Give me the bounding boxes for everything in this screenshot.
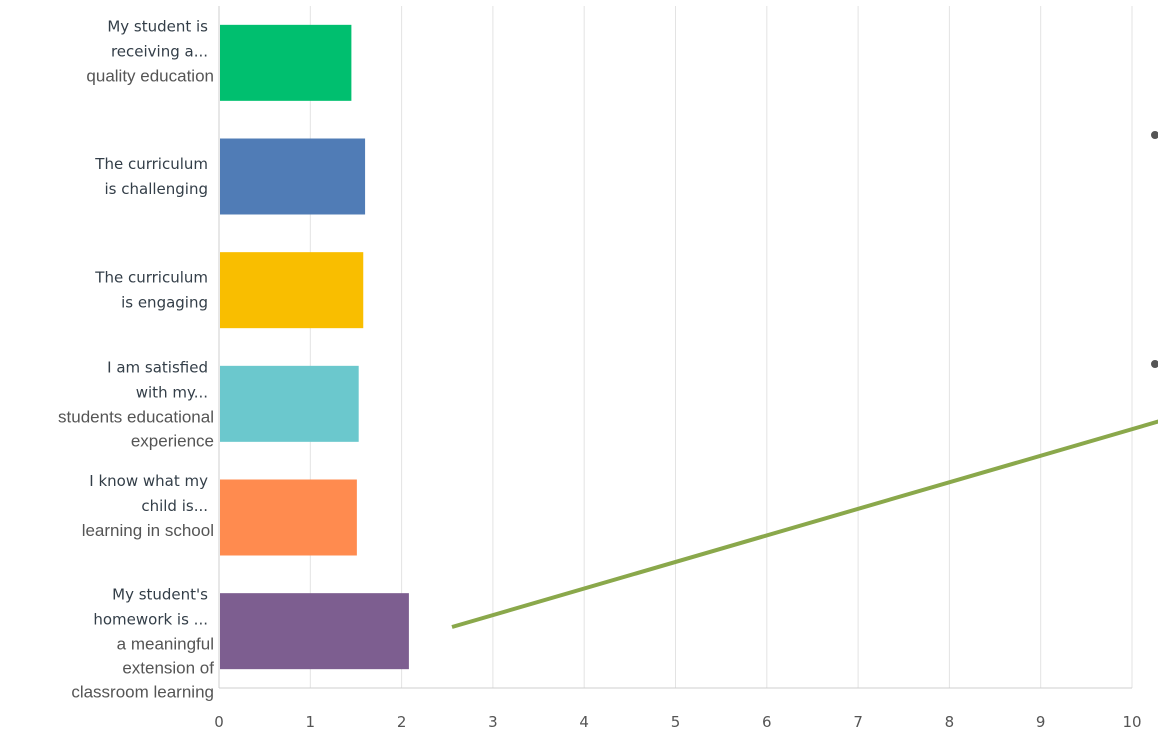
x-tick-label-1: 1 xyxy=(306,713,316,731)
category-fulltext-5-line-0: a meaningful xyxy=(117,635,214,654)
x-tick-label-4: 4 xyxy=(579,713,589,731)
bars xyxy=(220,24,409,670)
category-fulltext-3-line-1: experience xyxy=(131,431,214,450)
category-label-1-line-1: is challenging xyxy=(105,180,208,198)
bar-4 xyxy=(220,479,357,556)
category-label-0-line-0: My student is xyxy=(107,17,208,35)
category-fulltext-0-line-0: quality education xyxy=(86,66,214,85)
category-label-2-line-0: The curriculum xyxy=(94,269,208,287)
category-fulltext-5-line-1: extension of xyxy=(122,659,214,678)
x-tick-label-0: 0 xyxy=(214,713,224,731)
bar-1 xyxy=(220,138,366,215)
bar-2 xyxy=(220,252,364,329)
x-tick-labels: 0 1 2 3 4 5 6 7 8 9 10 xyxy=(214,713,1141,731)
bullet-dot-1 xyxy=(1151,131,1158,139)
annotation-line xyxy=(451,419,1158,629)
grid-lines xyxy=(218,6,1133,689)
category-label-4-line-0: I know what my xyxy=(89,472,208,490)
x-tick-label-3: 3 xyxy=(488,713,498,731)
category-fulltext-3-line-0: students educational xyxy=(58,407,214,426)
category-label-4-line-1: child is... xyxy=(141,497,208,515)
category-label-5-line-0: My student's xyxy=(112,586,208,604)
x-tick-label-9: 9 xyxy=(1036,713,1046,731)
category-label-5-line-1: homework is ... xyxy=(93,611,208,629)
x-tick-label-8: 8 xyxy=(945,713,955,731)
bar-0 xyxy=(220,24,352,101)
bullet-dot-2 xyxy=(1151,360,1158,368)
category-fulltext-4-line-0: learning in school xyxy=(82,521,214,540)
category-label-0-line-1: receiving a... xyxy=(111,42,208,60)
category-label-2-line-1: is engaging xyxy=(121,294,208,312)
x-tick-label-2: 2 xyxy=(397,713,407,731)
x-tick-label-10: 10 xyxy=(1122,713,1141,731)
bar-3 xyxy=(220,365,359,442)
slide-decorations xyxy=(451,131,1158,629)
category-label-3-line-0: I am satisfied xyxy=(107,358,208,376)
x-tick-label-6: 6 xyxy=(762,713,772,731)
x-tick-label-5: 5 xyxy=(671,713,681,731)
category-fulltext-5-line-2: classroom learning xyxy=(71,683,214,702)
category-label-1-line-0: The curriculum xyxy=(94,155,208,173)
bar-5 xyxy=(220,593,409,670)
category-labels: My student is receiving a... quality educa… xyxy=(58,17,214,701)
category-label-3-line-1: with my... xyxy=(136,383,208,401)
x-tick-label-7: 7 xyxy=(853,713,863,731)
